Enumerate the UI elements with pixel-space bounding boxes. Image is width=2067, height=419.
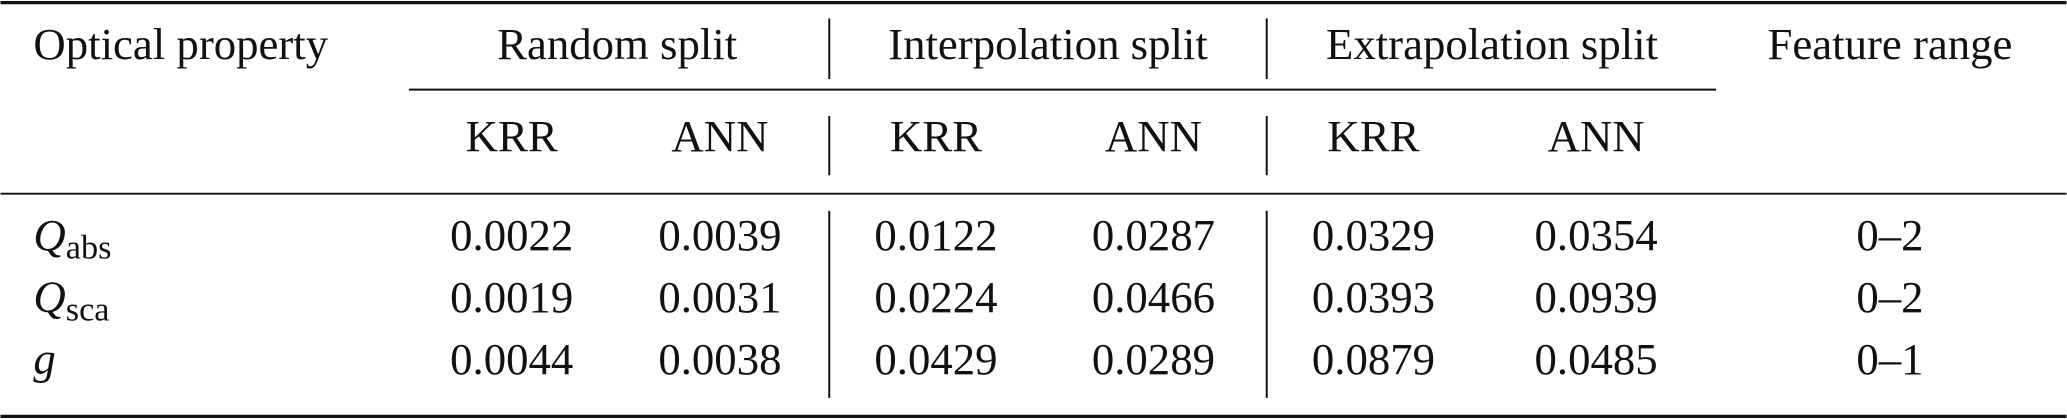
cell: 0.0466	[1092, 272, 1215, 322]
row-label: Qsca	[33, 272, 109, 328]
row-label: g	[33, 334, 55, 384]
group-header: Extrapolation split	[1326, 19, 1659, 69]
cell: 0.0393	[1312, 272, 1435, 322]
cell: 0.0429	[874, 334, 997, 384]
cell: 0.0044	[450, 334, 573, 384]
header-last: Feature range	[1767, 19, 2012, 69]
range-cell: 0–2	[1856, 272, 1923, 322]
group-header: Random split	[497, 19, 738, 69]
row-label: Qabs	[33, 210, 111, 266]
cell: 0.0354	[1535, 210, 1658, 260]
cell: 0.0038	[658, 334, 781, 384]
cell: 0.0879	[1312, 334, 1435, 384]
model-header: ANN	[671, 111, 768, 161]
symbol: g	[33, 334, 55, 384]
cell: 0.0289	[1092, 334, 1215, 384]
cell: 0.0019	[450, 272, 573, 322]
cell: 0.0022	[450, 210, 573, 260]
model-header: KRR	[890, 111, 982, 161]
cell: 0.0939	[1535, 272, 1658, 322]
range-cell: 0–1	[1856, 334, 1923, 384]
cell: 0.0224	[874, 272, 997, 322]
cell: 0.0287	[1092, 210, 1215, 260]
range-cell: 0–2	[1856, 210, 1923, 260]
cell: 0.0039	[658, 210, 781, 260]
cell: 0.0329	[1312, 210, 1435, 260]
subscript: abs	[66, 228, 112, 266]
header-first: Optical property	[33, 19, 328, 69]
separators	[828, 18, 1268, 398]
symbol: Q	[33, 272, 65, 322]
subscript: sca	[66, 290, 110, 328]
group-header: Interpolation split	[888, 19, 1208, 69]
cell: 0.0485	[1535, 334, 1658, 384]
cell: 0.0122	[874, 210, 997, 260]
model-header: KRR	[466, 111, 558, 161]
model-header: ANN	[1105, 111, 1202, 161]
cell: 0.0031	[658, 272, 781, 322]
model-header: KRR	[1327, 111, 1419, 161]
model-header: ANN	[1548, 111, 1645, 161]
symbol: Q	[33, 210, 65, 260]
